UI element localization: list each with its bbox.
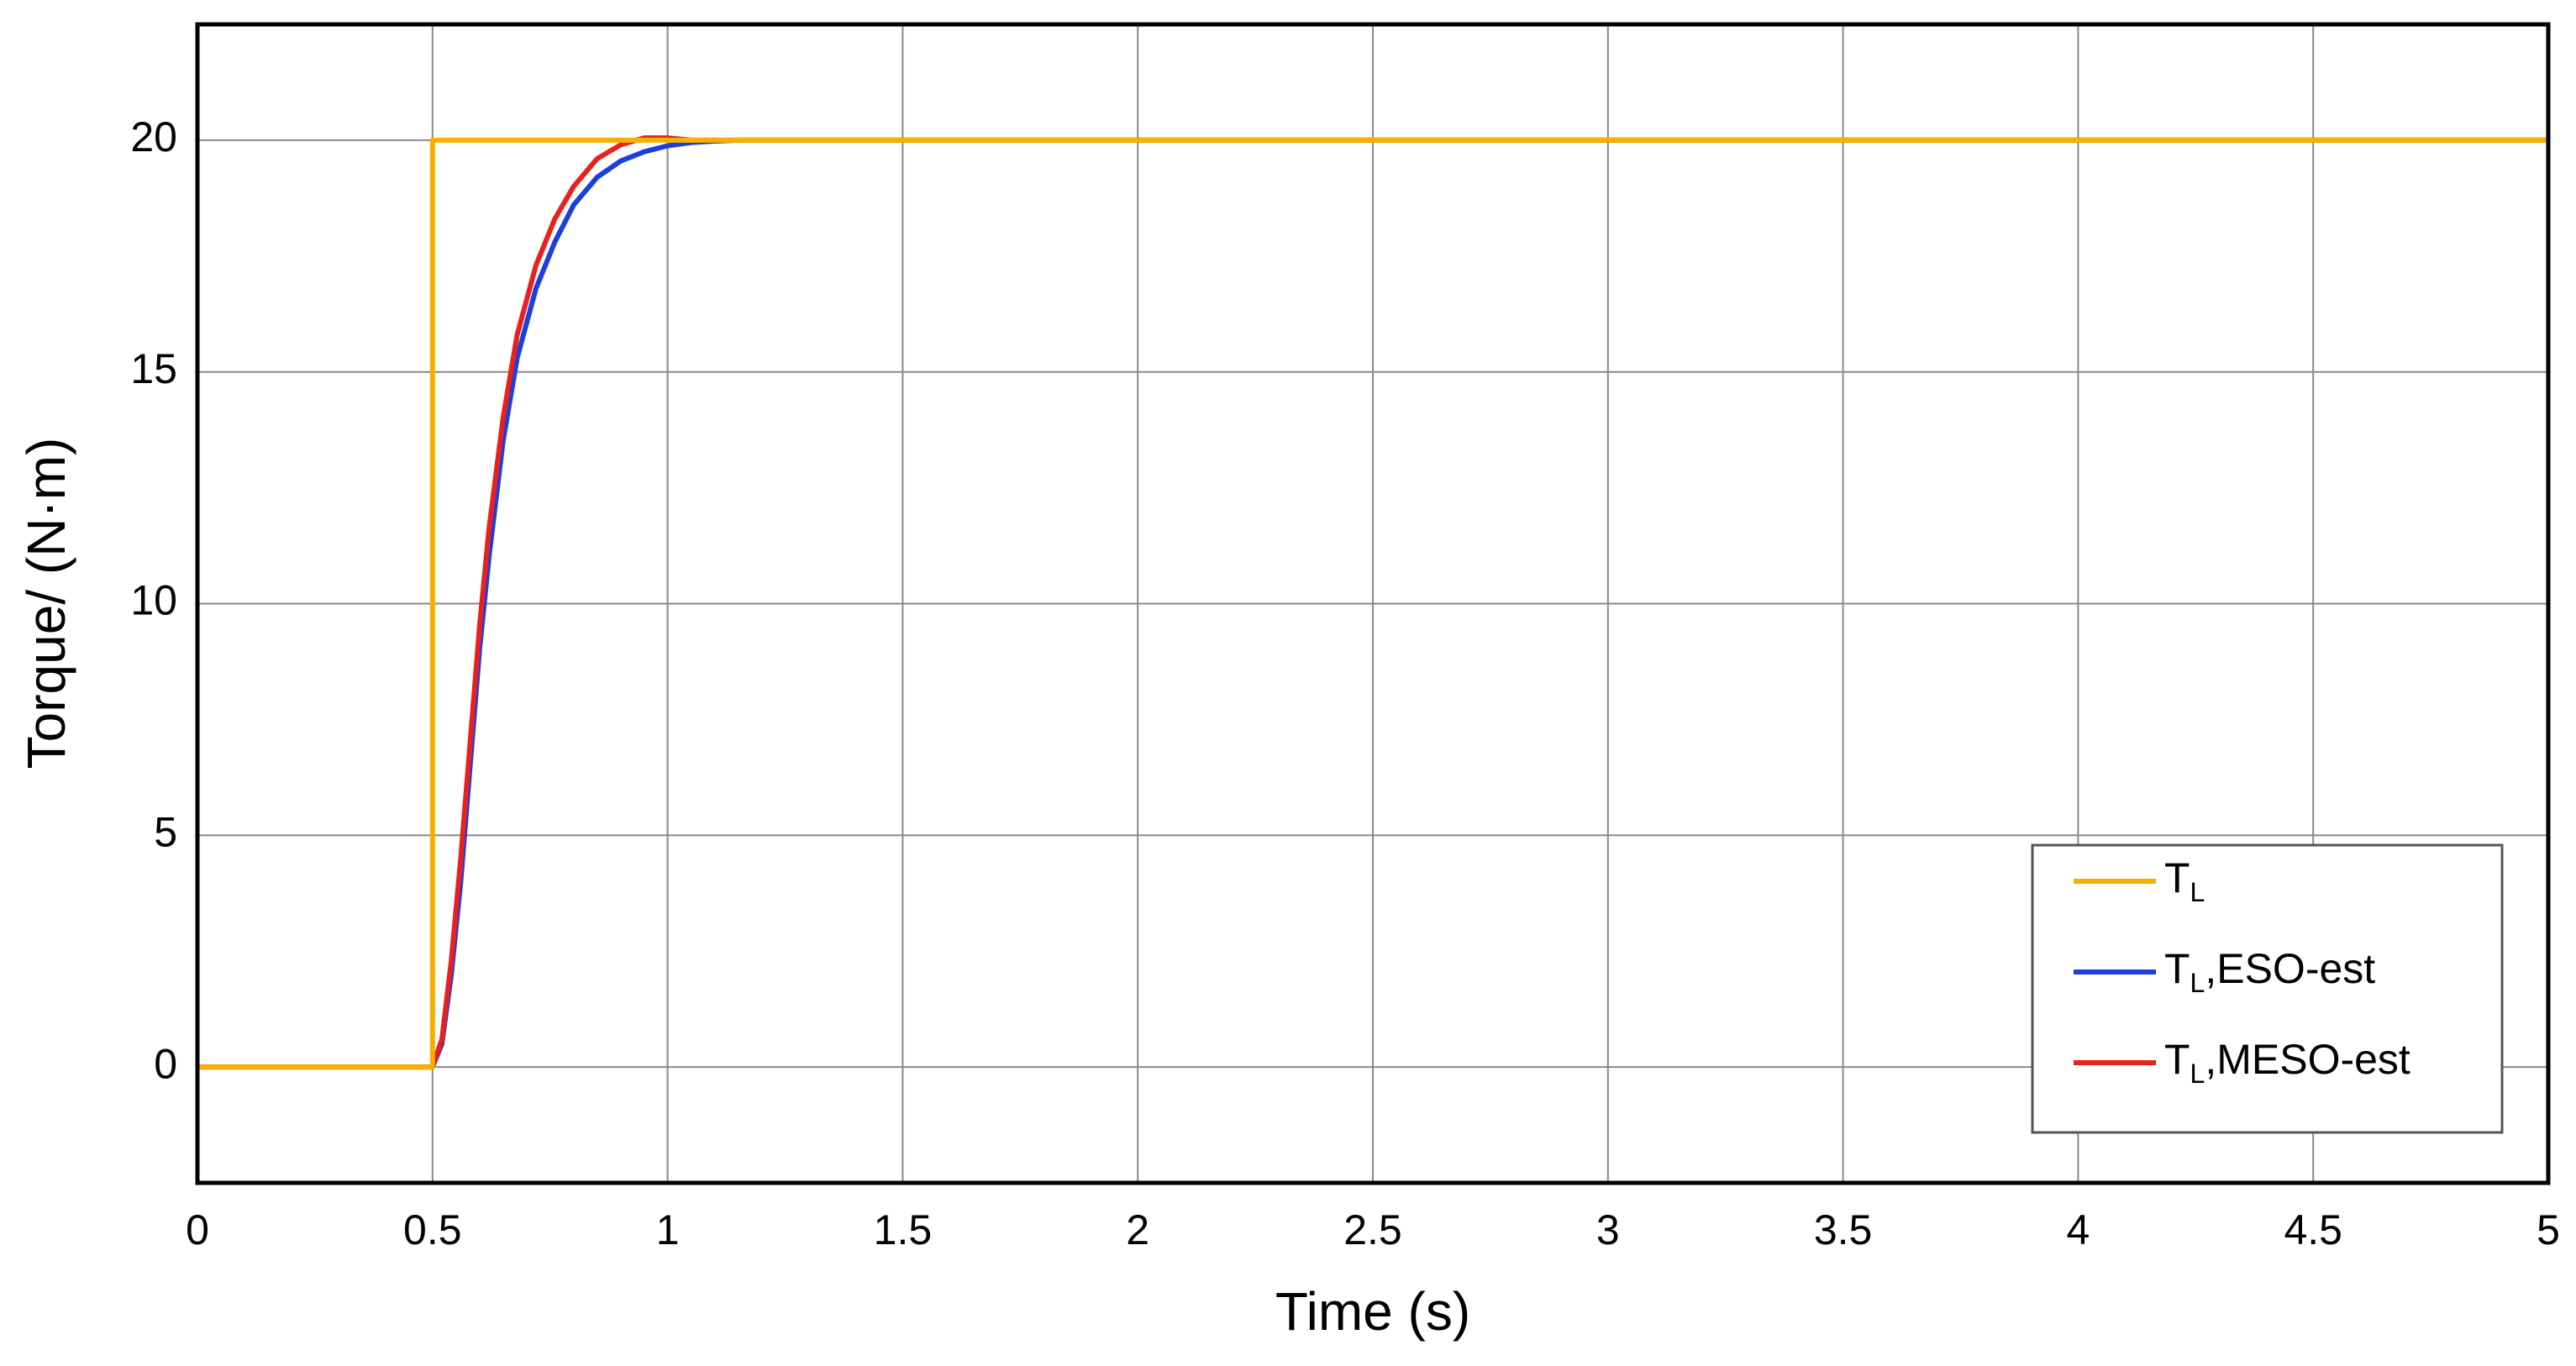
x-tick-label: 5 (2537, 1206, 2560, 1253)
x-tick-label: 2 (1126, 1206, 1149, 1253)
legend-box (2031, 843, 2504, 1134)
x-tick-label: 2.5 (1343, 1206, 1402, 1253)
x-tick-label: 0.5 (403, 1206, 462, 1253)
x-axis-label: Time (s) (1275, 1281, 1470, 1342)
x-tick-label: 1.5 (874, 1206, 933, 1253)
x-tick-label: 3 (1596, 1206, 1620, 1253)
y-tick-label: 20 (130, 113, 177, 160)
x-tick-label: 3.5 (1814, 1206, 1873, 1253)
y-tick-label: 15 (130, 345, 177, 392)
y-tick-label: 10 (130, 577, 177, 624)
x-tick-label: 0 (186, 1206, 209, 1253)
y-tick-label: 0 (154, 1040, 177, 1087)
legend-label: TL,ESO-est (2164, 945, 2375, 998)
plot-border (195, 22, 2551, 1185)
legend-label: TL (2164, 854, 2205, 907)
data-line (197, 137, 2548, 1070)
x-tick-label: 1 (656, 1206, 680, 1253)
legend-label: TL,MESO-est (2164, 1036, 2410, 1089)
y-tick-label: 5 (154, 809, 177, 856)
x-tick-label: 4.5 (2284, 1206, 2342, 1253)
x-tick-label: 4 (2066, 1206, 2090, 1253)
y-axis-label: Torque/ (N·m) (16, 438, 76, 770)
